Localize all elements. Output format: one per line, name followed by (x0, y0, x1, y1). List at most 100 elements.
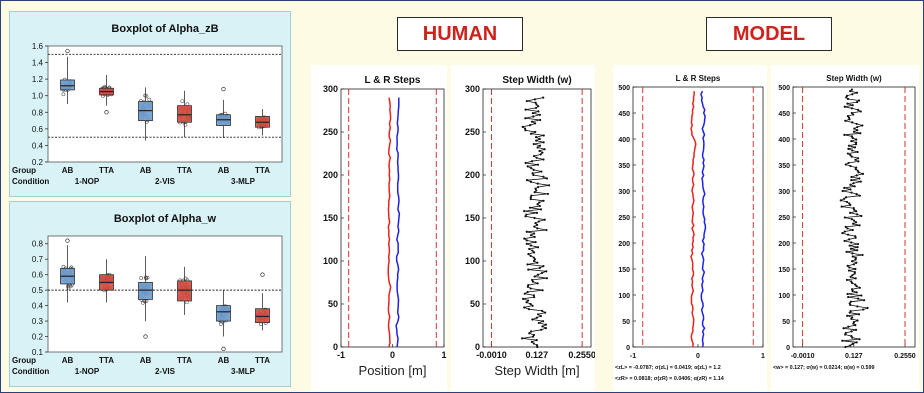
series-marker (527, 308, 530, 311)
series-marker (850, 191, 853, 194)
series-marker (521, 337, 524, 340)
x-tick-label: 0 (390, 350, 395, 360)
series-marker (533, 258, 537, 261)
box-title: Boxplot of Alpha_zB (111, 23, 218, 35)
series-marker (843, 230, 846, 233)
series-marker (536, 185, 540, 189)
series-marker (854, 328, 858, 331)
series-marker (857, 313, 861, 316)
series-marker (530, 278, 534, 282)
box-ab (60, 79, 75, 91)
series-marker (540, 271, 544, 275)
series-marker (539, 208, 543, 211)
y-tick-label: 0.7 (32, 255, 44, 264)
series-marker (850, 280, 853, 283)
series-marker (847, 147, 850, 150)
series-marker (855, 138, 858, 141)
series-marker (846, 97, 850, 101)
group-label: AB (62, 166, 74, 175)
group-label: AB (140, 356, 152, 365)
series-marker (535, 339, 538, 342)
y-tick-label: 0 (475, 342, 480, 352)
series-marker (542, 265, 545, 268)
series-marker (538, 204, 541, 208)
series-marker (532, 154, 536, 158)
series-marker (845, 94, 849, 97)
series-marker (851, 274, 854, 277)
y-tick-label: 0.3 (32, 317, 44, 326)
series-marker (529, 287, 532, 290)
series-marker (851, 121, 854, 124)
series-marker (851, 255, 854, 258)
series-marker (853, 146, 857, 149)
series-marker (855, 91, 859, 94)
series-marker (545, 277, 548, 280)
series-marker (533, 296, 536, 299)
series-marker (849, 247, 853, 250)
series-marker (854, 141, 858, 144)
series-marker (851, 342, 854, 345)
data-point (139, 276, 144, 281)
series-marker (846, 152, 849, 155)
group-label: AB (140, 166, 152, 175)
series-marker (541, 151, 544, 154)
series-marker (525, 242, 528, 245)
series-marker (851, 228, 854, 232)
series-marker (843, 105, 846, 108)
series-marker (545, 270, 548, 273)
y-tick-label: 1.2 (32, 75, 44, 84)
series-marker (849, 154, 852, 157)
model-lr-steps-panel: L & R Steps 0 50 100 150 200 250 300 350 400 450 50… (613, 65, 767, 391)
axes-box (340, 88, 445, 348)
series-marker (526, 290, 529, 294)
y-tick-label: 100 (323, 256, 338, 266)
series-marker (846, 233, 850, 236)
series-marker (854, 221, 858, 224)
series-marker (856, 150, 859, 154)
series-marker (847, 144, 851, 147)
y-tick-label: 100 (465, 256, 480, 266)
series-marker (535, 316, 538, 319)
y-tick-label: 450 (618, 111, 630, 118)
y-tick-label: 1.4 (32, 59, 44, 68)
series-marker (525, 239, 528, 242)
series-marker (854, 277, 857, 280)
series-marker (850, 217, 853, 221)
group-label: TTA (177, 356, 192, 365)
series-marker (535, 344, 539, 347)
series-marker (847, 269, 851, 272)
row-label-group: Group (12, 166, 36, 175)
series-marker (532, 294, 535, 297)
group-label: AB (218, 166, 230, 175)
series-marker (839, 199, 842, 202)
series-marker (853, 127, 856, 130)
series-marker (544, 323, 548, 326)
series-marker (527, 299, 530, 302)
data-point (66, 285, 71, 290)
series-marker (850, 139, 853, 143)
model-lr-steps-chart: L & R Steps 0 50 100 150 200 250 300 350 400 450 50… (615, 74, 765, 382)
series-marker (851, 316, 854, 319)
series-marker (532, 256, 535, 259)
data-point (180, 99, 185, 104)
series-marker (527, 253, 530, 256)
series-marker (524, 108, 527, 111)
y-tick-label: 250 (323, 127, 338, 137)
x-tick-label: -0.0010 (476, 350, 507, 360)
series-marker (850, 288, 854, 291)
series-marker (542, 199, 545, 202)
series-marker (851, 252, 854, 255)
series-marker (534, 136, 538, 139)
x-tick-label: -1 (337, 350, 345, 360)
series-marker (530, 160, 534, 163)
series-marker (528, 332, 531, 335)
series-marker (856, 157, 860, 160)
series-marker (536, 223, 539, 226)
condition-label: 3-MLP (231, 177, 256, 186)
y-tick-label: 1.6 (32, 42, 44, 51)
series-marker (538, 144, 542, 147)
series-marker (535, 189, 538, 192)
y-tick-label: 50 (470, 299, 480, 309)
series-marker (849, 203, 852, 207)
series-marker (524, 129, 527, 132)
